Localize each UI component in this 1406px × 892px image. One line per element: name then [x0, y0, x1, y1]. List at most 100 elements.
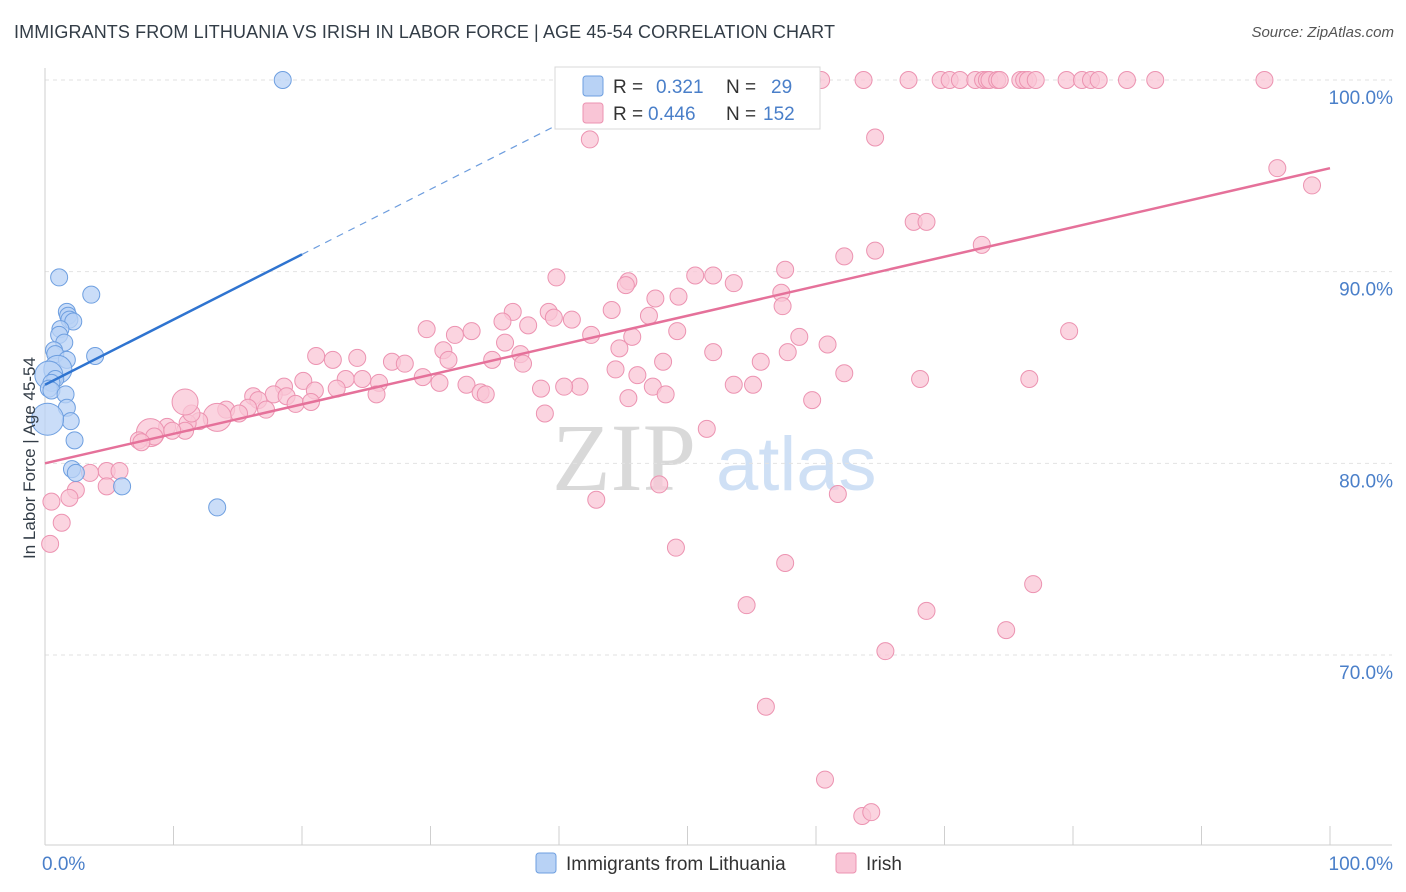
irish-point	[776, 554, 795, 572]
legend-r-label: R =	[613, 104, 643, 125]
axes	[44, 68, 1392, 846]
irish-point	[602, 301, 621, 319]
lithuania-points	[31, 71, 292, 517]
irish-point	[52, 513, 71, 532]
irish-point	[457, 375, 476, 394]
svg-text:29: 29	[771, 77, 792, 98]
irish-point	[532, 379, 551, 398]
irish-point	[668, 322, 687, 341]
irish-point	[430, 373, 449, 392]
irish-trend-line	[44, 166, 1331, 465]
lithuania-point	[50, 268, 69, 287]
irish-point	[519, 316, 538, 335]
irish-point	[666, 538, 685, 557]
irish-point	[562, 310, 581, 329]
irish-point	[686, 266, 705, 285]
irish-point	[911, 370, 930, 388]
irish-point	[862, 803, 881, 822]
irish-point	[462, 322, 481, 341]
irish-point	[990, 71, 1009, 89]
irish-point	[445, 325, 464, 344]
svg-text:152: 152	[763, 104, 795, 125]
irish-point	[669, 287, 688, 306]
irish-points	[41, 71, 1322, 825]
lithuania-point	[61, 412, 80, 431]
irish-point	[654, 352, 673, 371]
trend-lines	[44, 123, 1331, 465]
irish-point	[835, 247, 854, 266]
irish-point	[854, 71, 873, 89]
irish-point	[704, 266, 723, 285]
gridlines	[45, 79, 1392, 656]
irish-point	[744, 375, 763, 394]
irish-point	[639, 306, 658, 325]
irish-point	[587, 490, 606, 509]
irish-point	[950, 71, 969, 89]
irish-point	[815, 770, 834, 789]
irish-point	[535, 404, 554, 423]
irish-point	[1057, 71, 1076, 89]
svg-text:R =: R =	[613, 77, 643, 98]
irish-point	[582, 325, 601, 344]
irish-point	[778, 343, 797, 362]
irish-point	[1026, 71, 1045, 89]
svg-text:0.446: 0.446	[648, 104, 696, 125]
series-legend: Immigrants from Lithuania Irish	[535, 852, 902, 875]
irish-point	[610, 339, 629, 358]
x-tick-labels: 0.0% 100.0%	[42, 854, 1393, 875]
irish-point	[42, 492, 61, 511]
lithuania-point	[208, 498, 227, 517]
irish-point	[724, 375, 743, 394]
legend-n-label: N =	[726, 104, 756, 125]
irish-point	[1020, 370, 1039, 388]
irish-point	[835, 364, 854, 383]
y-tick-label: 80.0%	[1339, 471, 1393, 492]
legend-swatch-blue	[582, 75, 604, 97]
legend-r-value: 0.321	[656, 77, 704, 98]
irish-point	[555, 377, 574, 396]
irish-point	[171, 388, 199, 416]
irish-point	[353, 370, 372, 388]
irish-point	[866, 128, 885, 147]
irish-point	[1303, 176, 1322, 195]
irish-point	[646, 289, 665, 308]
irish-point	[606, 360, 625, 379]
irish-point	[323, 350, 342, 369]
y-tick-label: 70.0%	[1339, 663, 1393, 684]
irish-point	[697, 419, 716, 438]
svg-text:0.321: 0.321	[656, 77, 704, 98]
irish-point	[1089, 71, 1108, 89]
irish-point	[580, 130, 599, 149]
irish-point	[547, 268, 566, 287]
watermark-atlas: atlas	[716, 422, 877, 507]
irish-point	[60, 488, 79, 507]
lithuania-trend-line	[44, 253, 303, 386]
irish-point	[628, 366, 647, 385]
legend-swatch-lithuania	[535, 852, 557, 874]
zipatlas-watermark: ZIP atlas	[552, 404, 877, 511]
lithuania-point	[273, 71, 292, 89]
irish-point	[876, 642, 895, 661]
svg-text:N =: N =	[726, 77, 756, 98]
irish-point	[751, 352, 770, 371]
legend-swatch-irish	[835, 852, 857, 874]
irish-point	[866, 241, 885, 260]
irish-point	[704, 343, 723, 362]
irish-point	[367, 385, 386, 404]
irish-point	[737, 596, 756, 615]
irish-point	[828, 485, 847, 503]
lithuania-point	[66, 463, 85, 482]
irish-point	[417, 320, 436, 339]
legend-n-label: N =	[726, 77, 756, 98]
watermark-zip: ZIP	[552, 404, 696, 511]
irish-point	[756, 697, 775, 716]
irish-point	[1255, 71, 1274, 89]
irish-point	[1024, 575, 1043, 594]
x-tick-label: 0.0%	[42, 854, 85, 875]
irish-point	[818, 335, 837, 354]
irish-point	[773, 297, 792, 316]
lithuania-point	[82, 285, 101, 304]
irish-point	[650, 475, 669, 494]
irish-point	[917, 601, 936, 620]
